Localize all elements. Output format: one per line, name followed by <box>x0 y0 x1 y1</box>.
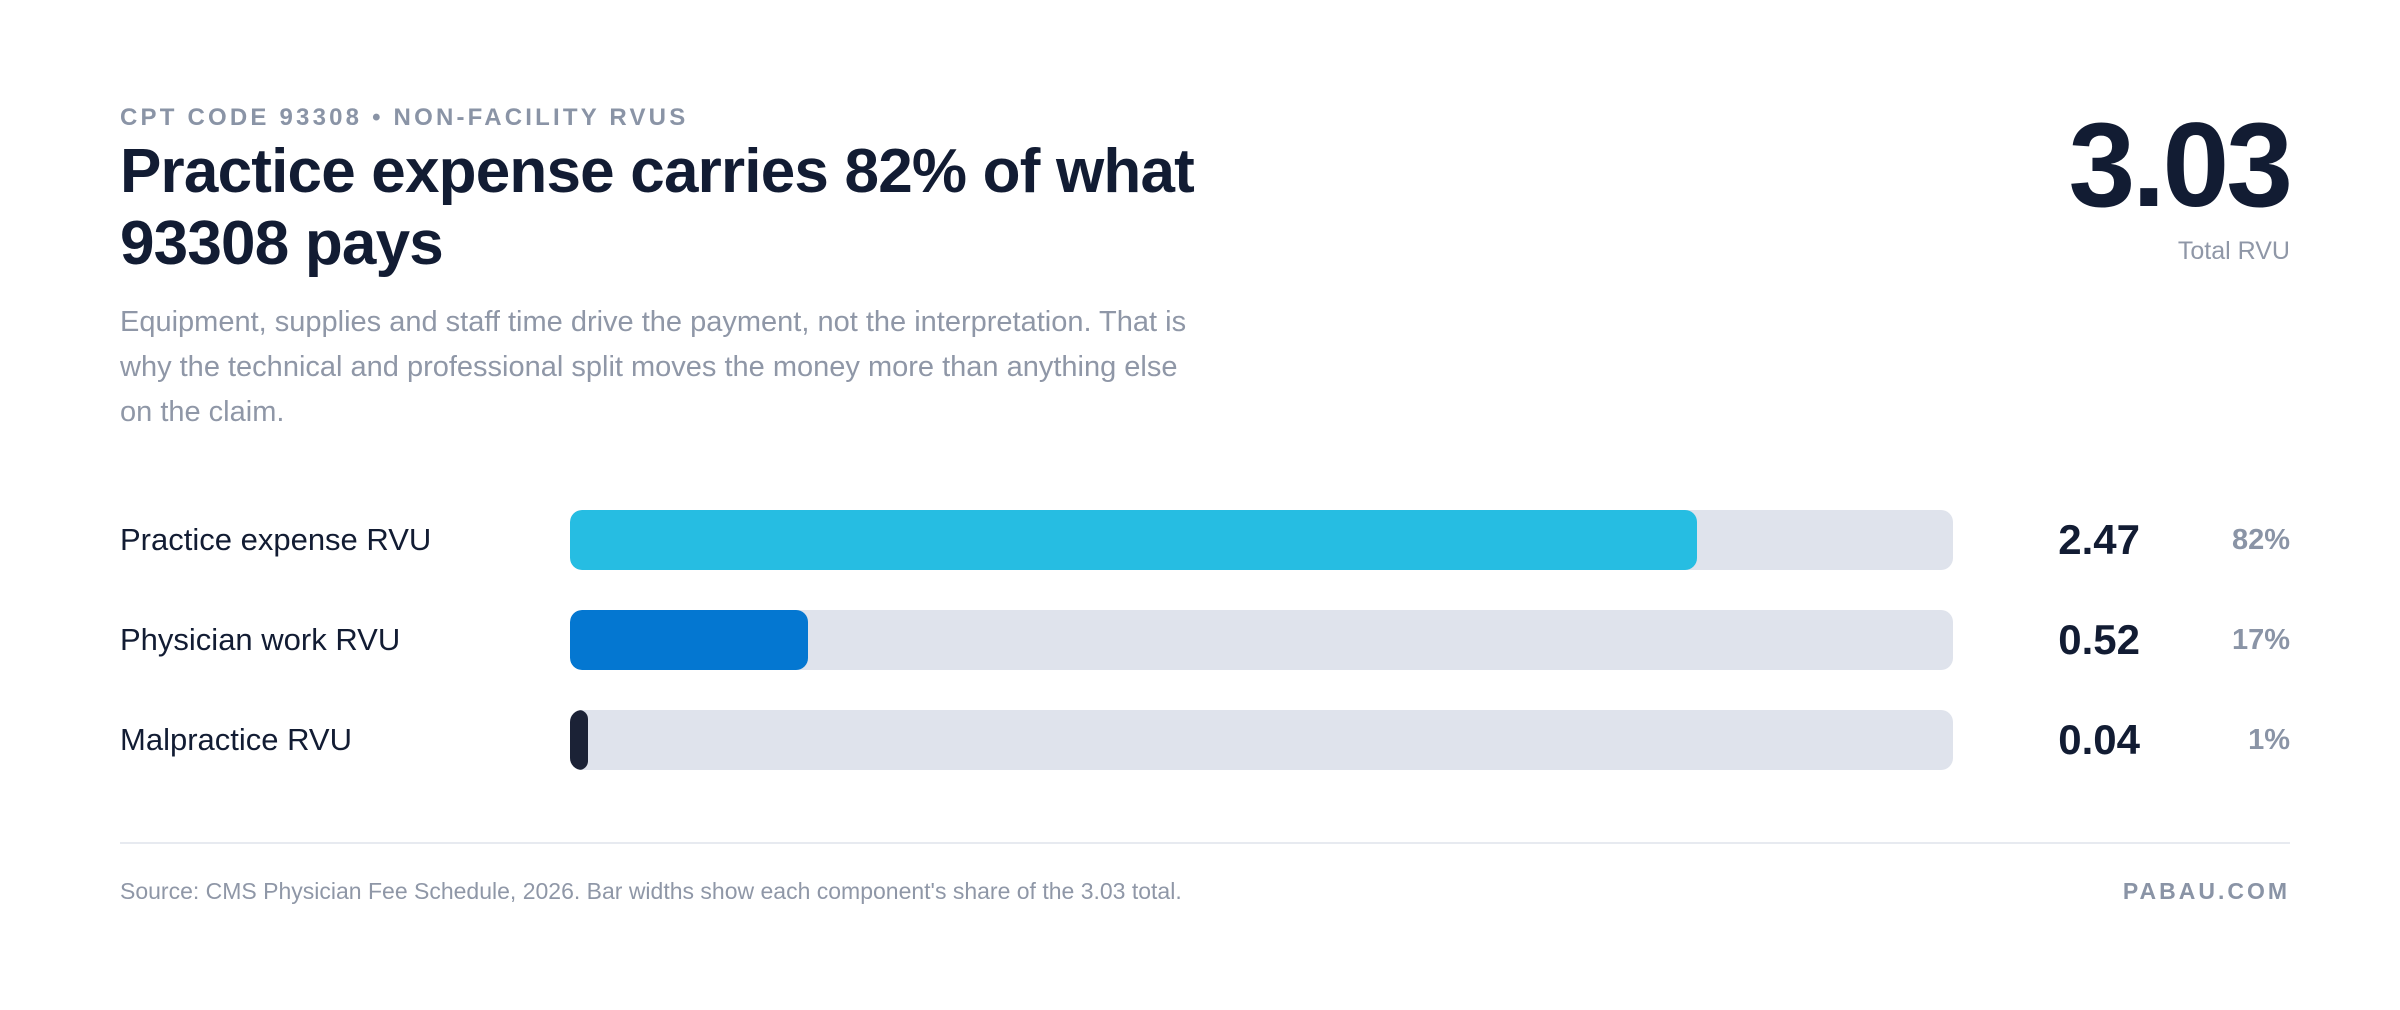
bar-category-label: Physician work RVU <box>120 622 401 657</box>
bar-value-label: 0.04 <box>2058 716 2140 763</box>
bar-percent-label: 1% <box>2248 724 2290 756</box>
brand-link[interactable]: PABAU.COM <box>2122 878 2290 904</box>
total-rvu-label: Total RVU <box>2177 237 2290 265</box>
total-rvu-kpi: 3.03 Total RVU <box>2068 98 2293 266</box>
total-rvu-value: 3.03 <box>2068 98 2293 232</box>
chart-title: Practice expense carries 82% of what 933… <box>120 137 1195 278</box>
bar-category-label: Practice expense RVU <box>120 522 432 557</box>
bar-physician-work <box>570 610 808 670</box>
bar-row: Malpractice RVU 0.04 1% <box>120 710 2290 770</box>
bar-row: Practice expense RVU 2.47 82% <box>120 510 2290 570</box>
bar-malpractice <box>570 710 588 770</box>
source-note: Source: CMS Physician Fee Schedule, 2026… <box>120 878 1182 904</box>
bar-track <box>570 710 1953 770</box>
eyebrow-label: CPT CODE 93308 • NON-FACILITY RVUS <box>120 104 689 131</box>
bar-category-label: Malpractice RVU <box>120 722 353 757</box>
bar-track <box>570 510 1953 570</box>
rvu-bar-chart: Practice expense RVU 2.47 82% Physician … <box>120 510 2290 810</box>
bar-percent-label: 17% <box>2231 624 2290 656</box>
bar-percent-label: 82% <box>2231 524 2290 556</box>
bar-row: Physician work RVU 0.52 17% <box>120 610 2290 670</box>
bar-practice-expense <box>570 510 1697 570</box>
footer-divider <box>120 842 2290 844</box>
bar-track <box>570 610 1953 670</box>
bar-value-label: 2.47 <box>2058 516 2140 563</box>
chart-subtitle: Equipment, supplies and staff time drive… <box>120 306 1187 428</box>
bar-value-label: 0.52 <box>2058 616 2140 663</box>
